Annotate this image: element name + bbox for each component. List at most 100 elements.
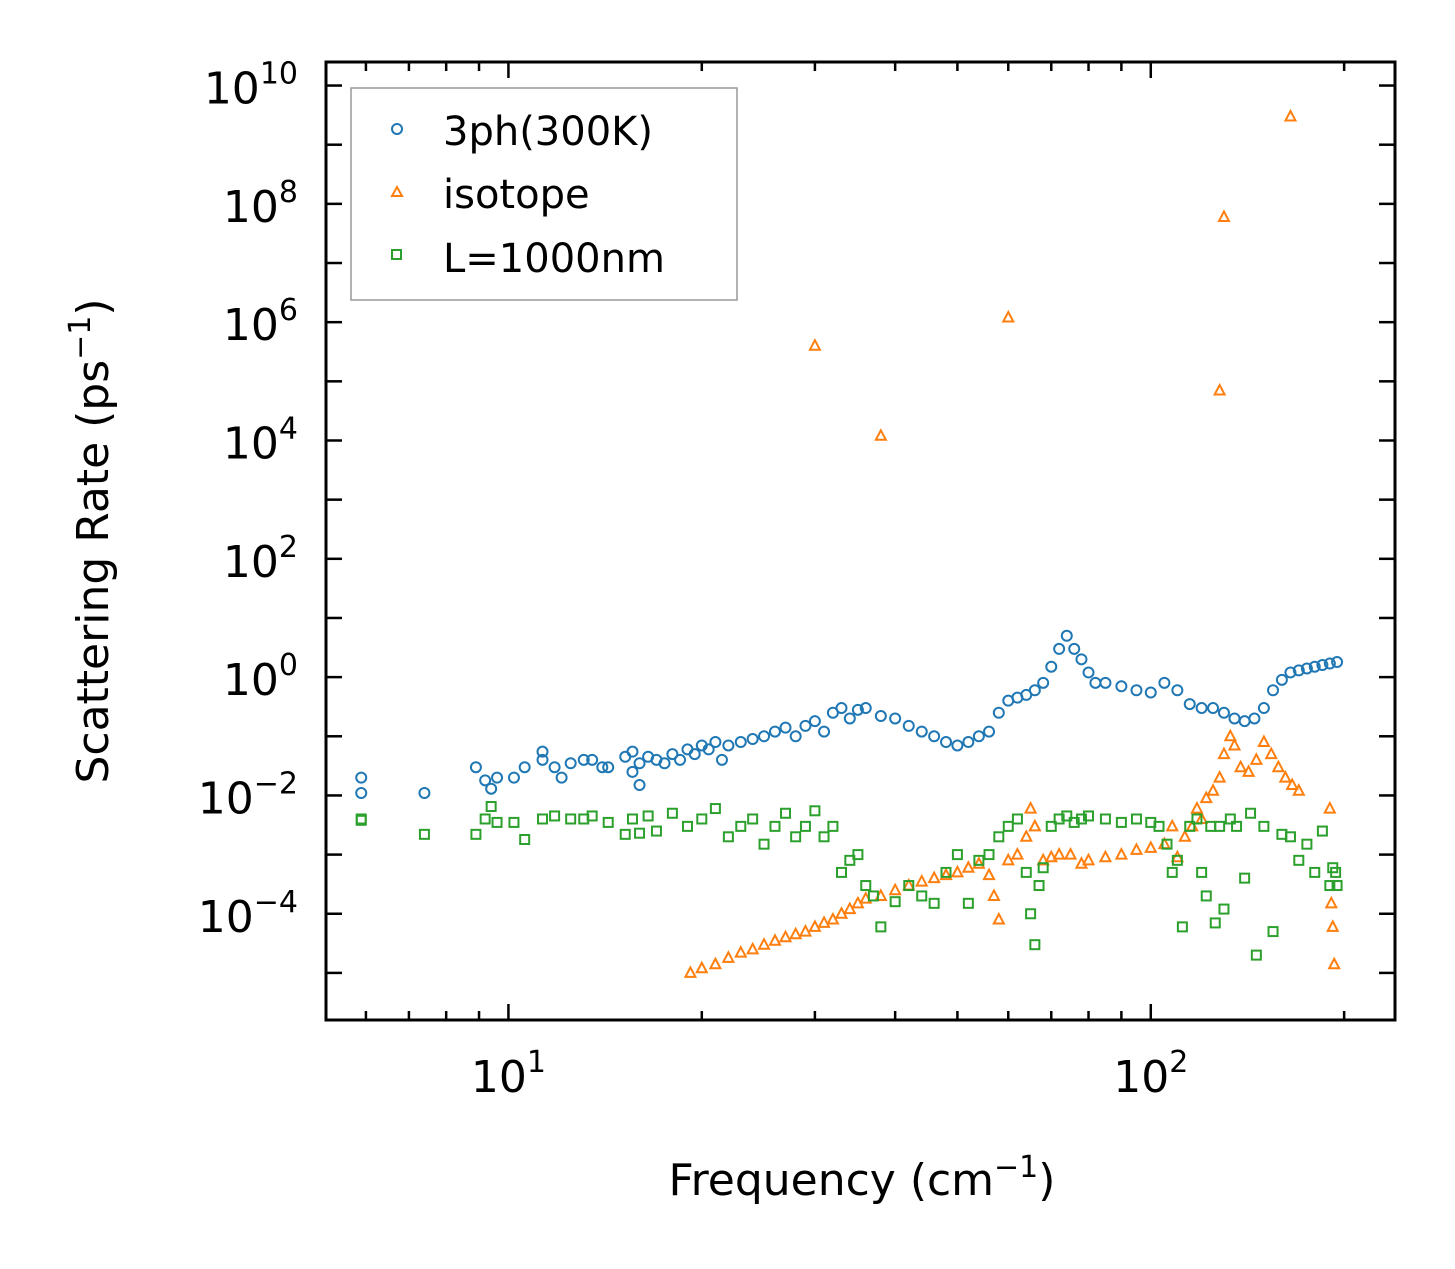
- data-point-triangle: [987, 888, 1001, 901]
- data-point-circle: [928, 730, 941, 743]
- y-tick-label: 108: [223, 175, 298, 233]
- data-point-square: [586, 810, 598, 822]
- data-point-triangle: [961, 860, 976, 873]
- data-point-square: [709, 803, 721, 815]
- data-point-triangle: [1028, 818, 1042, 832]
- data-point-square: [780, 807, 792, 819]
- data-point-circle: [518, 761, 531, 774]
- data-point-square: [852, 849, 864, 861]
- data-point-triangle: [1326, 919, 1340, 932]
- data-point-circle: [818, 725, 831, 738]
- data-point-triangle: [992, 911, 1006, 925]
- data-point-triangle: [745, 941, 760, 955]
- data-point-triangle: [808, 338, 822, 351]
- data-point-circle: [779, 721, 792, 734]
- data-point-triangle: [798, 923, 813, 937]
- data-point-circle: [851, 703, 864, 716]
- data-point-circle: [1037, 676, 1050, 689]
- data-point-circle: [1089, 676, 1102, 689]
- data-point-circle: [485, 782, 498, 795]
- data-point-square: [634, 827, 646, 839]
- data-point-square: [1002, 820, 1014, 832]
- data-point-circle: [983, 725, 996, 738]
- data-point-square: [799, 820, 811, 832]
- data-point-square: [1316, 825, 1328, 837]
- data-point-circle: [1195, 702, 1208, 715]
- data-point-circle: [746, 732, 759, 745]
- data-point-triangle: [1249, 752, 1264, 765]
- data-point-triangle: [757, 937, 771, 950]
- data-point-square: [1153, 820, 1165, 832]
- y-axis-label: Scattering Rate (ps−1): [63, 298, 119, 783]
- plot-frame: [324, 60, 1397, 1022]
- x-axis-label: Frequency (cm−1): [669, 1150, 1056, 1206]
- data-point-triangle: [1324, 895, 1338, 909]
- data-point-triangle: [1212, 769, 1227, 783]
- data-point-circle: [1323, 657, 1336, 670]
- data-point-circle: [808, 715, 821, 728]
- legend-marker-circle: [391, 123, 403, 135]
- data-point-circle: [1257, 702, 1270, 715]
- data-point-triangle: [1223, 728, 1237, 742]
- data-point-triangle: [1036, 852, 1050, 866]
- data-point-square: [355, 814, 367, 826]
- data-point-square: [508, 816, 520, 828]
- data-point-circle: [789, 730, 802, 743]
- data-point-square: [619, 828, 631, 840]
- data-point-triangle: [1199, 790, 1213, 804]
- data-point-circle: [722, 739, 735, 752]
- data-point-triangle: [972, 856, 986, 869]
- legend-label-boundary: L=1000nm: [443, 236, 665, 282]
- data-point-square: [973, 854, 985, 866]
- data-point-square: [418, 828, 430, 840]
- data-point-circle: [577, 753, 590, 766]
- data-point-square: [1061, 810, 1073, 822]
- data-point-square: [1284, 831, 1296, 843]
- data-point-circle: [536, 745, 549, 758]
- data-point-square: [1025, 908, 1037, 920]
- data-point-square: [1068, 816, 1080, 828]
- data-point-triangle: [1217, 209, 1231, 222]
- data-point-square: [1161, 838, 1173, 850]
- data-point-square: [650, 825, 662, 837]
- data-point-circle: [843, 712, 856, 725]
- data-point-square: [1075, 813, 1087, 825]
- data-point-triangle: [1098, 849, 1113, 863]
- data-point-triangle: [1206, 783, 1220, 796]
- data-point-square: [844, 854, 856, 866]
- data-point-circle: [889, 712, 902, 725]
- data-point-circle: [715, 753, 728, 766]
- data-point-square: [747, 813, 759, 825]
- data-point-triangle: [1023, 800, 1038, 814]
- data-point-square: [491, 816, 503, 828]
- data-point-square: [479, 813, 491, 825]
- y-tick-label: 106: [223, 293, 298, 351]
- data-point-circle: [602, 761, 615, 774]
- data-point-circle: [633, 779, 646, 792]
- data-point-triangle: [1278, 769, 1293, 783]
- data-point-circle: [758, 730, 771, 743]
- data-point-circle: [1144, 686, 1157, 699]
- legend-item-isotope: isotope: [390, 172, 590, 218]
- data-point-triangle: [695, 960, 709, 974]
- data-point-circle: [1292, 664, 1305, 677]
- data-point-triangle: [1227, 737, 1242, 751]
- data-point-circle: [1316, 659, 1329, 672]
- data-point-square: [1045, 820, 1057, 832]
- data-point-circle: [940, 736, 953, 749]
- data-point-triangle: [915, 873, 929, 887]
- y-tick-label: 104: [223, 411, 298, 469]
- data-point-circle: [1099, 676, 1112, 689]
- data-point-circle: [1060, 629, 1073, 642]
- legend-label-3ph: 3ph(300K): [443, 109, 653, 155]
- data-point-triangle: [1019, 829, 1033, 842]
- data-point-triangle: [1233, 759, 1248, 773]
- data-point-circle: [1053, 642, 1066, 655]
- data-point-square: [1033, 880, 1045, 892]
- data-point-triangle: [734, 945, 748, 958]
- data-point-square: [827, 820, 839, 832]
- data-point-circle: [564, 757, 577, 770]
- y-axis-label-exponent: −1: [63, 316, 98, 360]
- data-point-circle: [586, 753, 599, 766]
- data-point-square: [1245, 807, 1257, 819]
